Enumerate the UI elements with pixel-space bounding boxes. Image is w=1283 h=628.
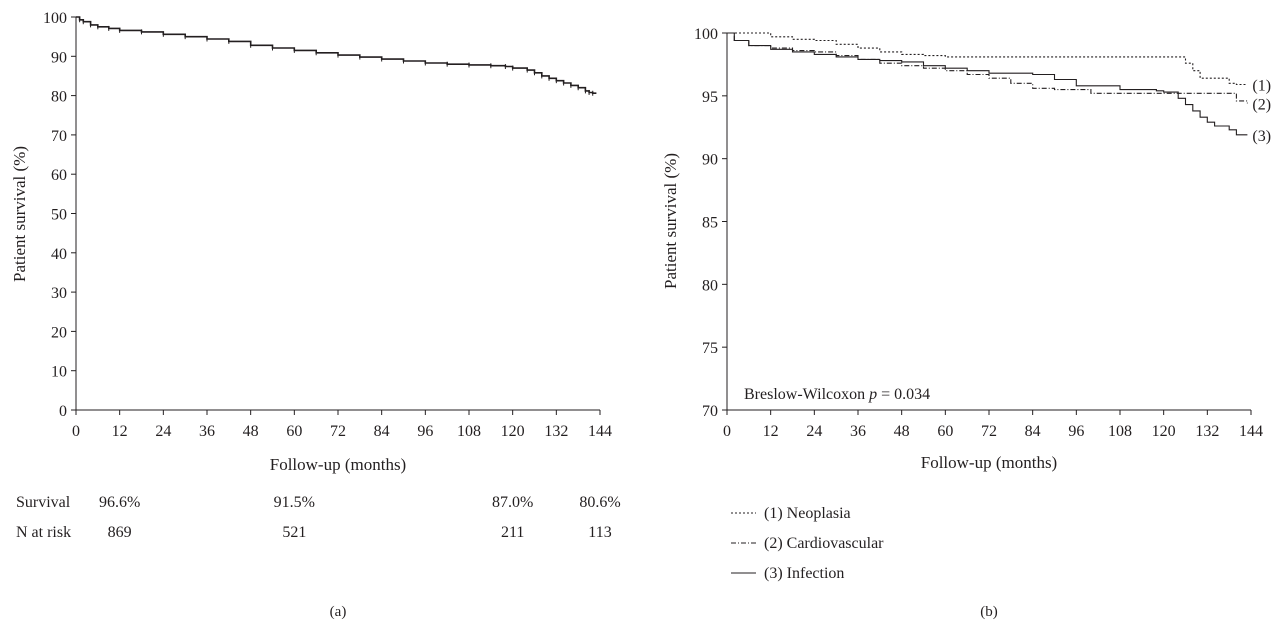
x-tick-label: 144 [588, 423, 612, 440]
legend-label: (3) Infection [764, 565, 844, 582]
y-tick-label: 0 [59, 403, 67, 420]
series-end-label: (2) [1252, 96, 1271, 113]
x-tick-label: 0 [72, 423, 80, 440]
series-line-2 [727, 33, 1247, 103]
panel-b-y-axis-label: Patient survival (%) [661, 153, 680, 289]
panel-b-label: (b) [980, 604, 998, 620]
legend-label: (2) Cardiovascular [764, 535, 884, 552]
y-tick-label: 90 [702, 152, 718, 169]
panel-b-y-axis: 70 75 80 85 90 95 100 [694, 26, 727, 420]
x-tick-label: 12 [763, 423, 779, 440]
x-tick-label: 96 [1068, 423, 1084, 440]
annotation-prefix: Breslow-Wilcoxon [744, 386, 869, 403]
y-tick-label: 100 [43, 10, 67, 27]
series-end-label: (3) [1252, 128, 1271, 145]
panel-a-y-axis: 0 10 20 30 40 50 60 70 80 90 100 [43, 10, 76, 420]
x-tick-label: 132 [544, 423, 568, 440]
panel-b-x-axis: 0 12 24 36 48 60 72 84 96 108 120 132 144 [723, 410, 1263, 440]
series-end-label: (1) [1252, 78, 1271, 95]
table-row-label: Survival [16, 494, 71, 511]
table-cell: 211 [501, 524, 524, 541]
x-tick-label: 96 [417, 423, 433, 440]
y-tick-label: 85 [702, 215, 718, 232]
y-tick-label: 30 [51, 285, 67, 302]
y-tick-label: 75 [702, 340, 718, 357]
panel-a-x-axis: 0 12 24 36 48 60 72 84 96 108 120 132 144 [72, 410, 612, 440]
y-tick-label: 80 [51, 89, 67, 106]
table-cell: 521 [282, 524, 306, 541]
y-tick-label: 40 [51, 246, 67, 263]
x-tick-label: 72 [981, 423, 997, 440]
y-tick-label: 80 [702, 277, 718, 294]
panel-b-series [727, 33, 1247, 135]
panel-a-series [76, 17, 596, 96]
panel-a: 0 10 20 30 40 50 60 70 80 90 100 0 12 24 36 48 60 72 84 96… [10, 10, 621, 620]
x-tick-label: 84 [1025, 423, 1041, 440]
x-tick-label: 36 [850, 423, 866, 440]
table-cell: 91.5% [274, 494, 315, 511]
x-tick-label: 60 [286, 423, 302, 440]
panel-a-x-axis-label: Follow-up (months) [270, 455, 406, 474]
annotation-p-value: = 0.034 [877, 386, 930, 403]
y-tick-label: 70 [702, 403, 718, 420]
y-tick-label: 95 [702, 89, 718, 106]
panel-b-end-labels: (1)(2) (3) [1252, 78, 1271, 145]
panel-a-label: (a) [330, 604, 347, 620]
y-tick-label: 100 [694, 26, 718, 43]
x-tick-label: 48 [243, 423, 259, 440]
x-tick-label: 120 [1152, 423, 1176, 440]
x-tick-label: 60 [937, 423, 953, 440]
y-tick-label: 50 [51, 207, 67, 224]
x-tick-label: 12 [112, 423, 128, 440]
panel-a-survival-table: Survival 96.6% 91.5% 87.0% 80.6% N at risk 869… [16, 494, 621, 541]
x-tick-label: 24 [155, 423, 171, 440]
panel-b-legend: (1) Neoplasia (2) Cardiovascular (3) Infec… [731, 505, 884, 582]
annotation-p-symbol: p [868, 386, 877, 403]
x-tick-label: 24 [806, 423, 822, 440]
x-tick-label: 108 [1108, 423, 1132, 440]
panel-b: 70 75 80 85 90 95 100 0 12 24 36 48 60 72 84 96 108 120 1… [661, 26, 1271, 620]
legend-label: (1) Neoplasia [764, 505, 851, 522]
table-cell: 80.6% [579, 494, 620, 511]
panel-b-x-axis-label: Follow-up (months) [921, 453, 1057, 472]
table-cell: 96.6% [99, 494, 140, 511]
x-tick-label: 48 [894, 423, 910, 440]
x-tick-label: 36 [199, 423, 215, 440]
y-tick-label: 90 [51, 49, 67, 66]
table-cell: 87.0% [492, 494, 533, 511]
series-line-1 [727, 33, 1247, 85]
series-line-1 [76, 17, 596, 93]
panel-a-y-axis-label: Patient survival (%) [10, 146, 29, 282]
x-tick-label: 84 [374, 423, 390, 440]
x-tick-label: 120 [501, 423, 525, 440]
x-tick-label: 108 [457, 423, 481, 440]
y-tick-label: 70 [51, 128, 67, 145]
y-tick-label: 60 [51, 167, 67, 184]
series-line-3 [727, 33, 1247, 135]
table-row-label: N at risk [16, 524, 71, 541]
x-tick-label: 132 [1195, 423, 1219, 440]
breslow-wilcoxon-annotation: Breslow-Wilcoxon p = 0.034 [744, 386, 930, 403]
table-cell: 869 [108, 524, 132, 541]
x-tick-label: 0 [723, 423, 731, 440]
x-tick-label: 72 [330, 423, 346, 440]
table-cell: 113 [588, 524, 611, 541]
x-tick-label: 144 [1239, 423, 1263, 440]
y-tick-label: 10 [51, 364, 67, 381]
y-tick-label: 20 [51, 324, 67, 341]
